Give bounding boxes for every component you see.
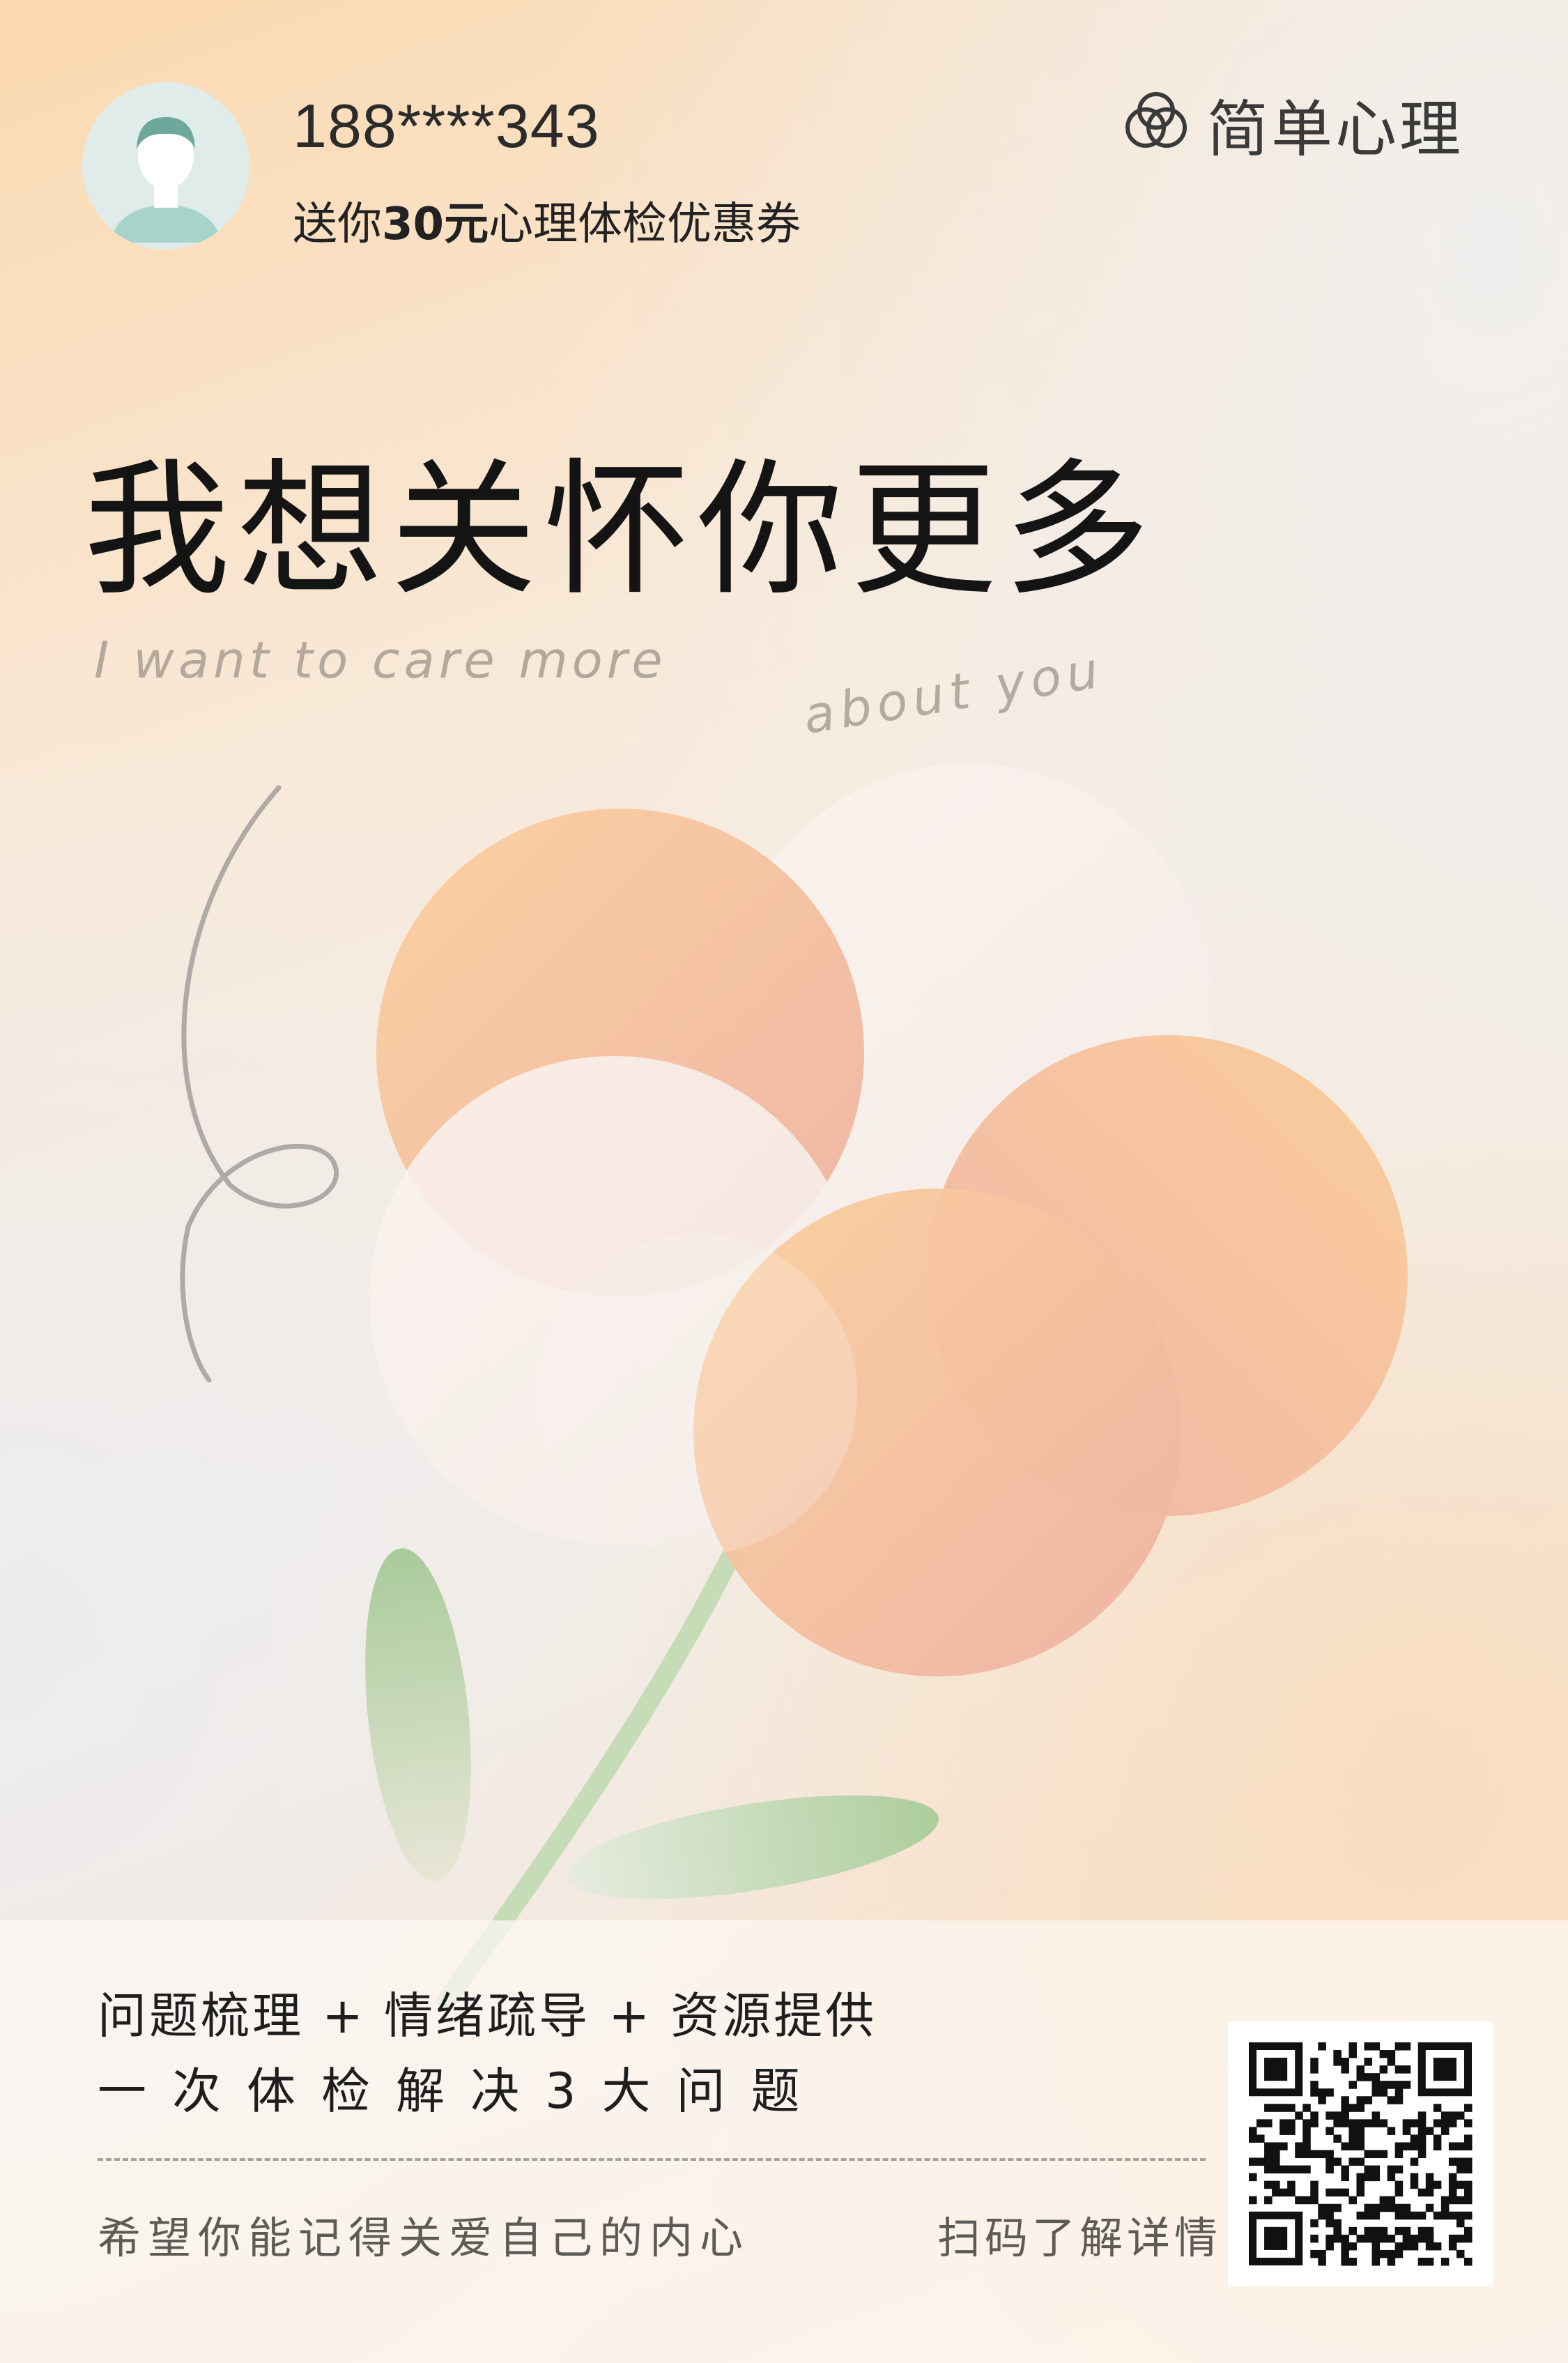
flower-illustration [180, 763, 1408, 2010]
coupon-amount: 30元 [382, 199, 489, 250]
qr-code[interactable] [1228, 2021, 1493, 2286]
leaf-right [567, 1795, 939, 1899]
brand-name: 简单心理 [1206, 93, 1463, 165]
dashed-divider [98, 2158, 1206, 2161]
header: 188****343 送你30元心理体检优惠券 简单心理 [0, 0, 1568, 265]
english-subtitle-line1: I want to care more [94, 631, 667, 689]
overlapping-circles-logo-icon [1125, 92, 1187, 148]
avatar [82, 82, 249, 250]
headline: 我想关怀你更多 [84, 445, 1158, 615]
user-avatar-icon [82, 82, 249, 250]
petal-peach-bottom [693, 1188, 1181, 1676]
coupon-text: 送你30元心理体检优惠券 [293, 188, 801, 252]
services-line2: 一次体检解决3大问题 [98, 2063, 826, 2120]
scan-prompt: 扫码了解详情 [937, 2212, 1222, 2263]
footer-message: 希望你能记得关爱自己的内心 [98, 2212, 751, 2263]
coupon-suffix: 心理体检优惠券 [489, 199, 801, 250]
user-phone: 188****343 [293, 91, 600, 160]
qr-code-icon [1249, 2042, 1473, 2266]
brand: 简单心理 [1118, 82, 1463, 166]
leaf-left [365, 1548, 471, 1881]
coupon-prefix: 送你 [293, 199, 382, 250]
curly-line [180, 785, 339, 1383]
services-line1: 问题梳理 + 情绪疏导 + 资源提供 [98, 1987, 877, 2044]
petal-overlap-glass [537, 1234, 857, 1554]
